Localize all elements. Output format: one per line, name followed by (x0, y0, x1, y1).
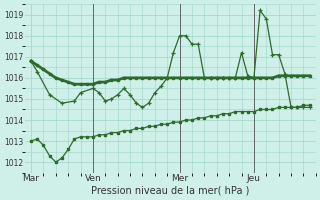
X-axis label: Pression niveau de la mer( hPa ): Pression niveau de la mer( hPa ) (91, 186, 250, 196)
